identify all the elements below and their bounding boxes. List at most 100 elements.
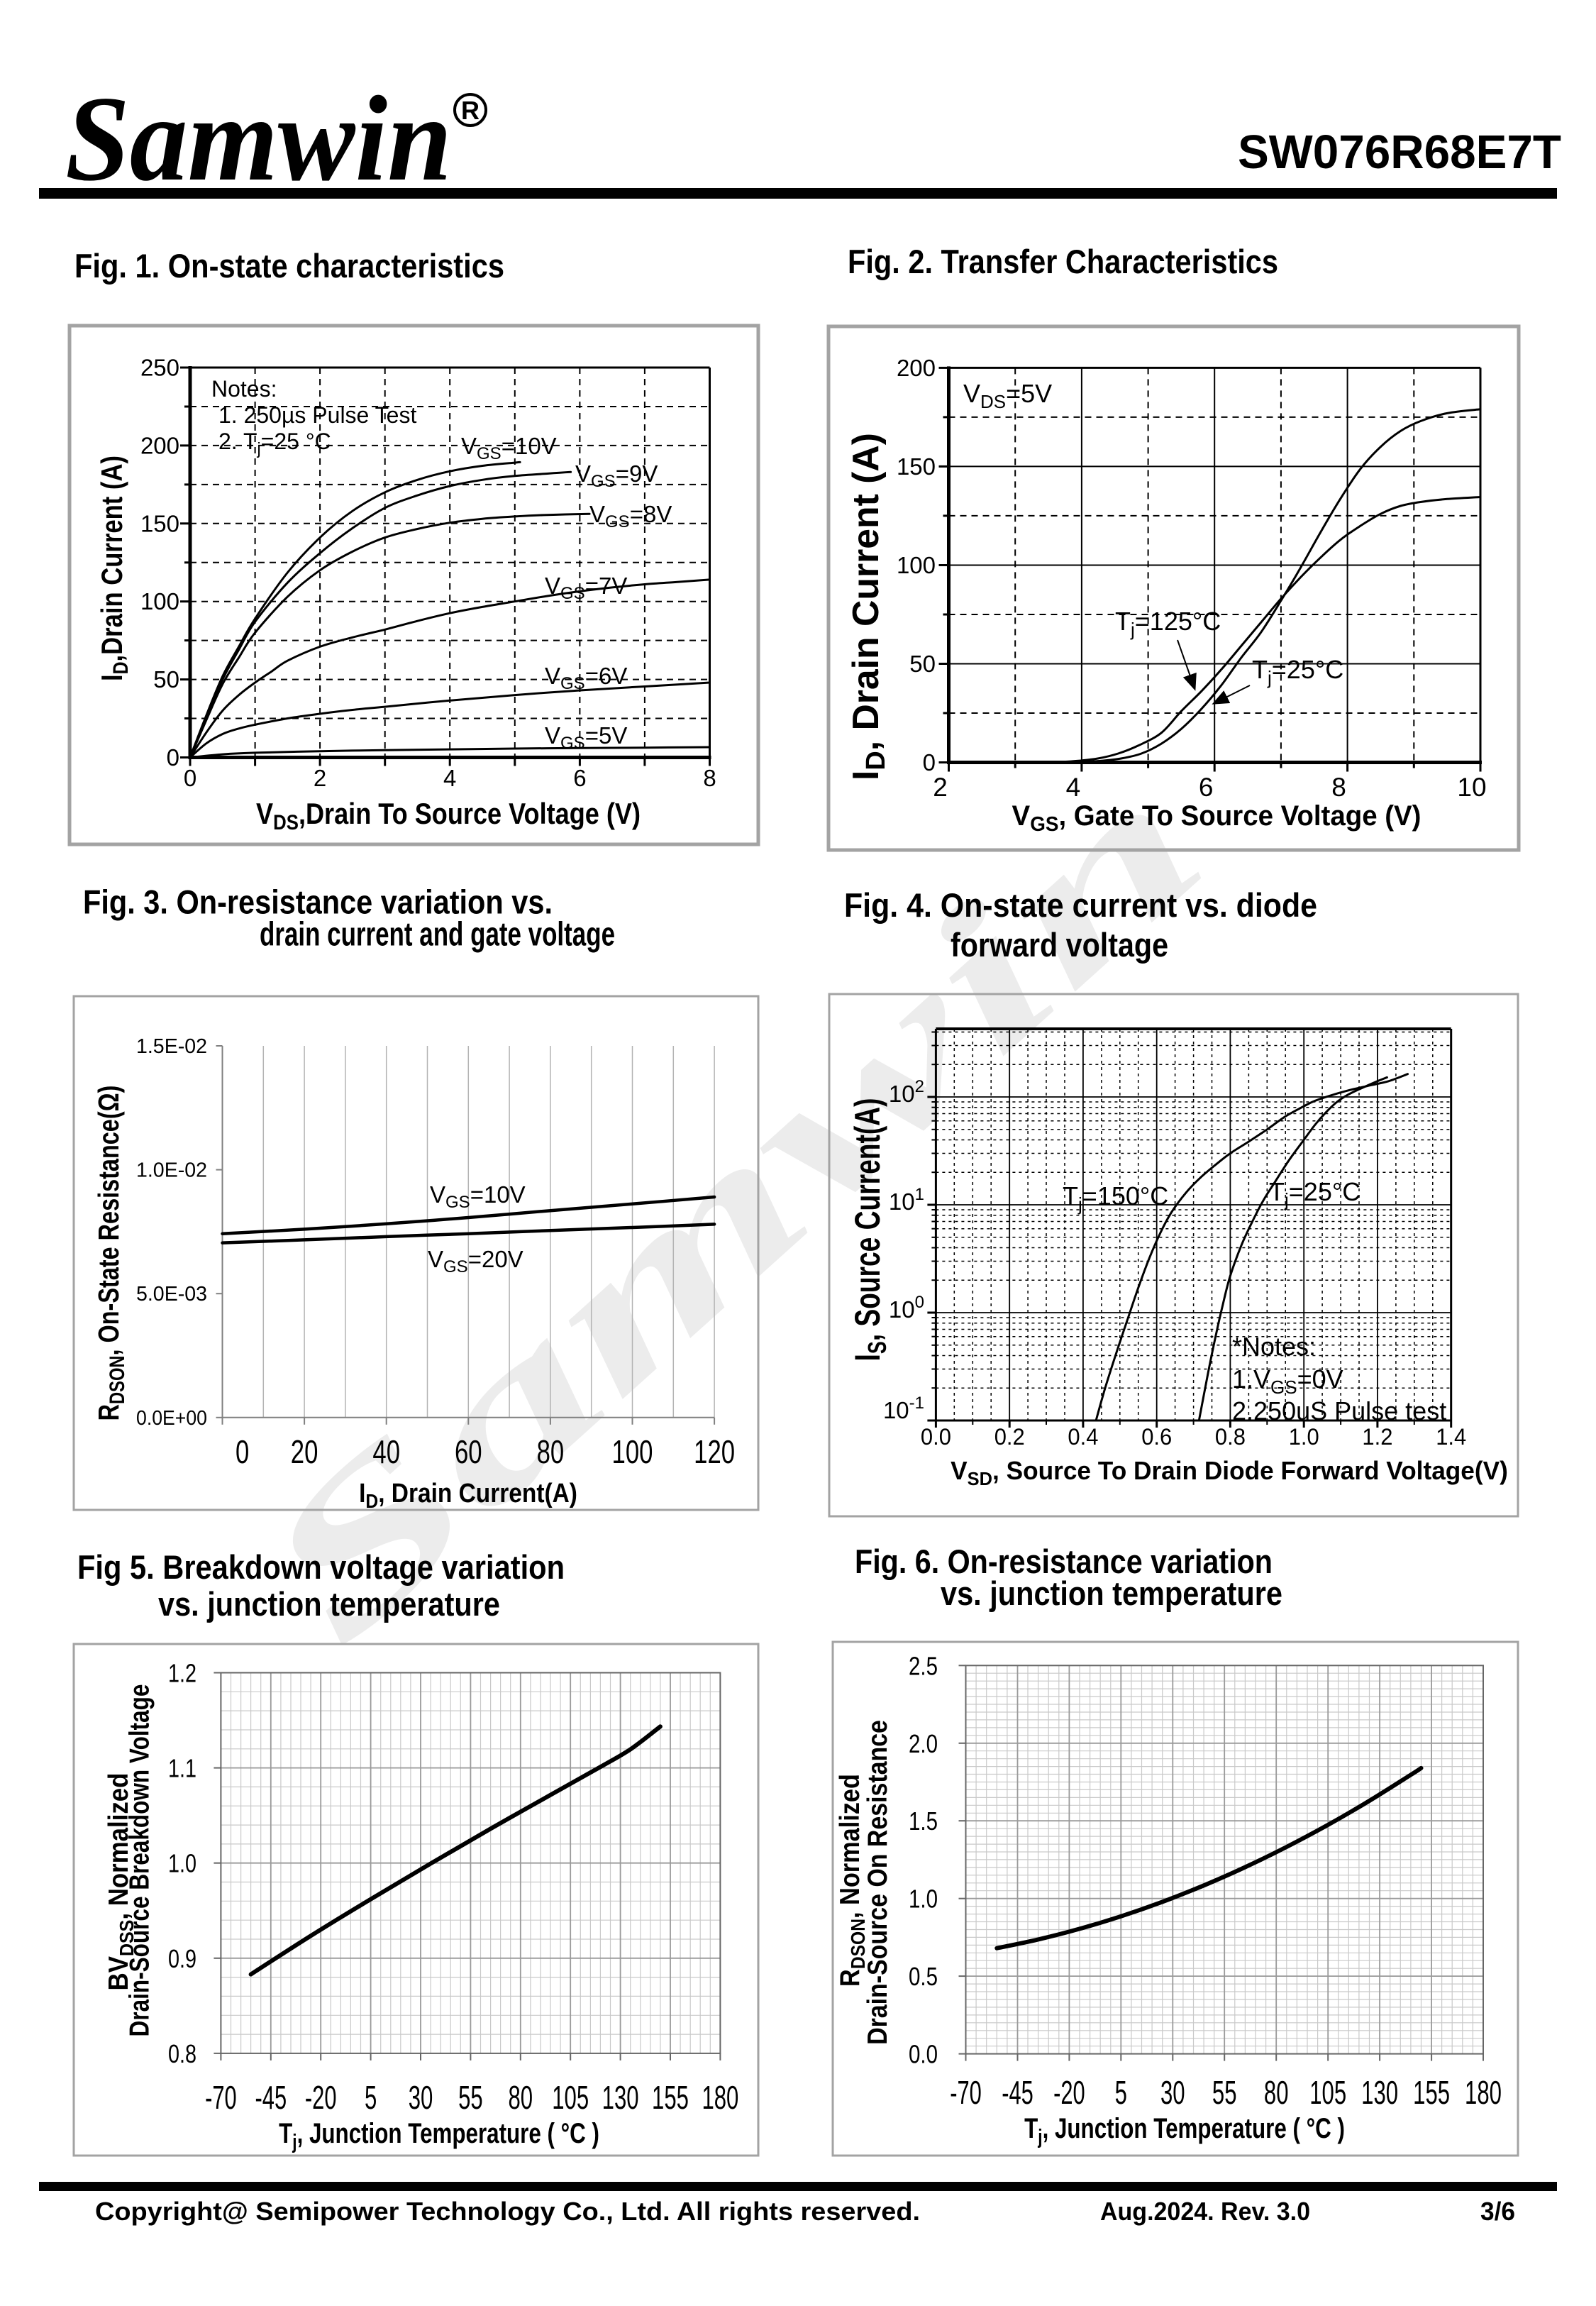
svg-text:2.5: 2.5 <box>909 1651 938 1680</box>
svg-text:102: 102 <box>889 1077 924 1107</box>
svg-text:Copyright@ Semipower Technolog: Copyright@ Semipower Technology Co., Ltd… <box>95 2197 920 2226</box>
svg-text:Samwin: Samwin <box>65 72 452 206</box>
svg-text:1.5: 1.5 <box>909 1806 938 1836</box>
svg-text:VGS​=6V: VGS​=6V <box>545 663 627 693</box>
svg-text:ID​, Drain Current(A): ID​, Drain Current(A) <box>359 1478 577 1512</box>
svg-text:101: 101 <box>889 1185 924 1215</box>
svg-text:20: 20 <box>291 1433 318 1470</box>
svg-text:150: 150 <box>140 510 179 536</box>
svg-text:4: 4 <box>443 765 456 791</box>
svg-text:VGS​=20V: VGS​=20V <box>428 1246 523 1276</box>
svg-text:200: 200 <box>897 355 936 381</box>
svg-text:drain current and gate voltage: drain current and gate voltage <box>260 915 615 953</box>
svg-text:0: 0 <box>923 749 936 776</box>
svg-text:0.0E+00: 0.0E+00 <box>136 1407 207 1430</box>
svg-text:250: 250 <box>140 355 179 381</box>
svg-text:R: R <box>461 96 480 125</box>
svg-text:5.0E-03: 5.0E-03 <box>136 1283 207 1306</box>
svg-text:1.4: 1.4 <box>1436 1424 1466 1450</box>
svg-text:40: 40 <box>372 1433 400 1470</box>
svg-text:50: 50 <box>909 651 936 677</box>
svg-text:Fig 5. Breakdown voltage varia: Fig 5. Breakdown voltage variation <box>77 1548 565 1586</box>
svg-text:VGS​=7V: VGS​=7V <box>545 573 627 603</box>
svg-text:180: 180 <box>1465 2074 1502 2111</box>
svg-text:0: 0 <box>184 765 196 791</box>
svg-text:2: 2 <box>933 773 948 802</box>
svg-text:VGS​=10V: VGS​=10V <box>461 433 557 463</box>
svg-text:Tj​=150°C: Tj​=150°C <box>1063 1181 1168 1215</box>
svg-text:-70: -70 <box>950 2074 982 2111</box>
svg-text:2.250uS Pulse test: 2.250uS Pulse test <box>1232 1396 1446 1425</box>
svg-text:1.5E-02: 1.5E-02 <box>136 1035 207 1058</box>
svg-text:0: 0 <box>235 1433 249 1470</box>
svg-text:vs. junction temperature: vs. junction temperature <box>941 1574 1282 1612</box>
svg-text:100: 100 <box>140 588 179 614</box>
svg-text:150: 150 <box>897 453 936 480</box>
svg-text:200: 200 <box>140 432 179 458</box>
svg-text:0.0: 0.0 <box>909 2040 938 2069</box>
svg-text:10: 10 <box>1457 773 1486 802</box>
svg-text:80: 80 <box>509 2079 533 2116</box>
svg-text:vs. junction temperature: vs. junction temperature <box>158 1585 500 1623</box>
svg-text:55: 55 <box>458 2079 483 2116</box>
svg-text:forward voltage: forward voltage <box>951 926 1168 964</box>
svg-text:120: 120 <box>694 1433 735 1470</box>
svg-text:100: 100 <box>897 552 936 578</box>
svg-text:-70: -70 <box>205 2079 237 2116</box>
svg-text:-20: -20 <box>305 2079 337 2116</box>
svg-text:30: 30 <box>409 2079 433 2116</box>
svg-text:0.2: 0.2 <box>994 1424 1025 1450</box>
svg-text:VGS​=5V: VGS​=5V <box>545 722 627 753</box>
svg-text:RDSON​, On-State Resistance(Ω): RDSON​, On-State Resistance(Ω) <box>92 1086 128 1421</box>
svg-text:130: 130 <box>1361 2074 1398 2111</box>
svg-text:0.0: 0.0 <box>921 1424 951 1450</box>
svg-text:100: 100 <box>612 1433 653 1470</box>
svg-text:2. Tj​=25 °C: 2. Tj​=25 °C <box>218 429 331 458</box>
svg-text:Tj​=25°C: Tj​=25°C <box>1252 655 1343 688</box>
svg-text:8: 8 <box>1331 773 1346 802</box>
svg-text:6: 6 <box>1199 773 1214 802</box>
svg-text:-45: -45 <box>255 2079 287 2116</box>
svg-text:-45: -45 <box>1002 2074 1033 2111</box>
svg-text:0.4: 0.4 <box>1068 1424 1098 1450</box>
svg-text:Tj​=125°C: Tj​=125°C <box>1115 607 1221 640</box>
svg-text:155: 155 <box>652 2079 689 2116</box>
svg-text:1.VGS​=0V: 1.VGS​=0V <box>1232 1364 1343 1398</box>
svg-text:Fig. 1. On-state characteristi: Fig. 1. On-state characteristics <box>74 247 504 285</box>
svg-text:30: 30 <box>1160 2074 1185 2111</box>
svg-text:*Notes:: *Notes: <box>1232 1332 1316 1361</box>
svg-text:SW076R68E7T: SW076R68E7T <box>1238 126 1561 179</box>
svg-text:0.8: 0.8 <box>168 2039 196 2068</box>
svg-text:105: 105 <box>552 2079 589 2116</box>
svg-text:55: 55 <box>1212 2074 1237 2111</box>
svg-text:1.1: 1.1 <box>168 1754 196 1783</box>
svg-text:Notes:: Notes: <box>211 376 277 402</box>
svg-text:1.0: 1.0 <box>168 1849 196 1878</box>
svg-text:1.0: 1.0 <box>1289 1424 1319 1450</box>
svg-text:BVDSS​, Normalized: BVDSS​, Normalized <box>103 1773 138 1991</box>
svg-text:3/6: 3/6 <box>1480 2197 1515 2226</box>
svg-text:ID​,Drain Current (A): ID​,Drain Current (A) <box>96 456 133 681</box>
svg-text:Fig. 4. On-state current vs. d: Fig. 4. On-state current vs. diode <box>844 886 1317 924</box>
svg-text:IS​, Source Current(A): IS​, Source Current(A) <box>848 1098 892 1362</box>
svg-text:1. 250µs Pulse Test: 1. 250µs Pulse Test <box>218 402 416 428</box>
svg-text:5: 5 <box>365 2079 377 2116</box>
svg-text:VGS​=9V: VGS​=9V <box>575 460 658 491</box>
svg-text:Tj​, Junction Temperature ( °: Tj​, Junction Temperature ( °C ) <box>279 2117 599 2153</box>
svg-text:0.6: 0.6 <box>1141 1424 1172 1450</box>
svg-text:1.0: 1.0 <box>909 1885 938 1914</box>
svg-text:Fig. 2. Transfer Characteristi: Fig. 2. Transfer Characteristics <box>848 243 1278 280</box>
svg-text:180: 180 <box>702 2079 738 2116</box>
svg-text:VGS​, Gate To Source Voltage: VGS​, Gate To Source Voltage (V) <box>1012 800 1422 836</box>
svg-text:ID​, Drain Current (A): ID​, Drain Current (A) <box>845 433 891 780</box>
svg-text:Aug.2024. Rev. 3.0: Aug.2024. Rev. 3.0 <box>1100 2197 1310 2226</box>
svg-text:4: 4 <box>1066 773 1081 802</box>
svg-text:-20: -20 <box>1053 2074 1085 2111</box>
svg-text:1.0E-02: 1.0E-02 <box>136 1159 207 1182</box>
svg-text:1.2: 1.2 <box>168 1659 196 1688</box>
svg-text:2: 2 <box>314 765 326 791</box>
svg-text:130: 130 <box>602 2079 639 2116</box>
svg-text:80: 80 <box>1264 2074 1289 2111</box>
svg-text:155: 155 <box>1413 2074 1450 2111</box>
svg-text:VGS​=10V: VGS​=10V <box>430 1181 526 1212</box>
